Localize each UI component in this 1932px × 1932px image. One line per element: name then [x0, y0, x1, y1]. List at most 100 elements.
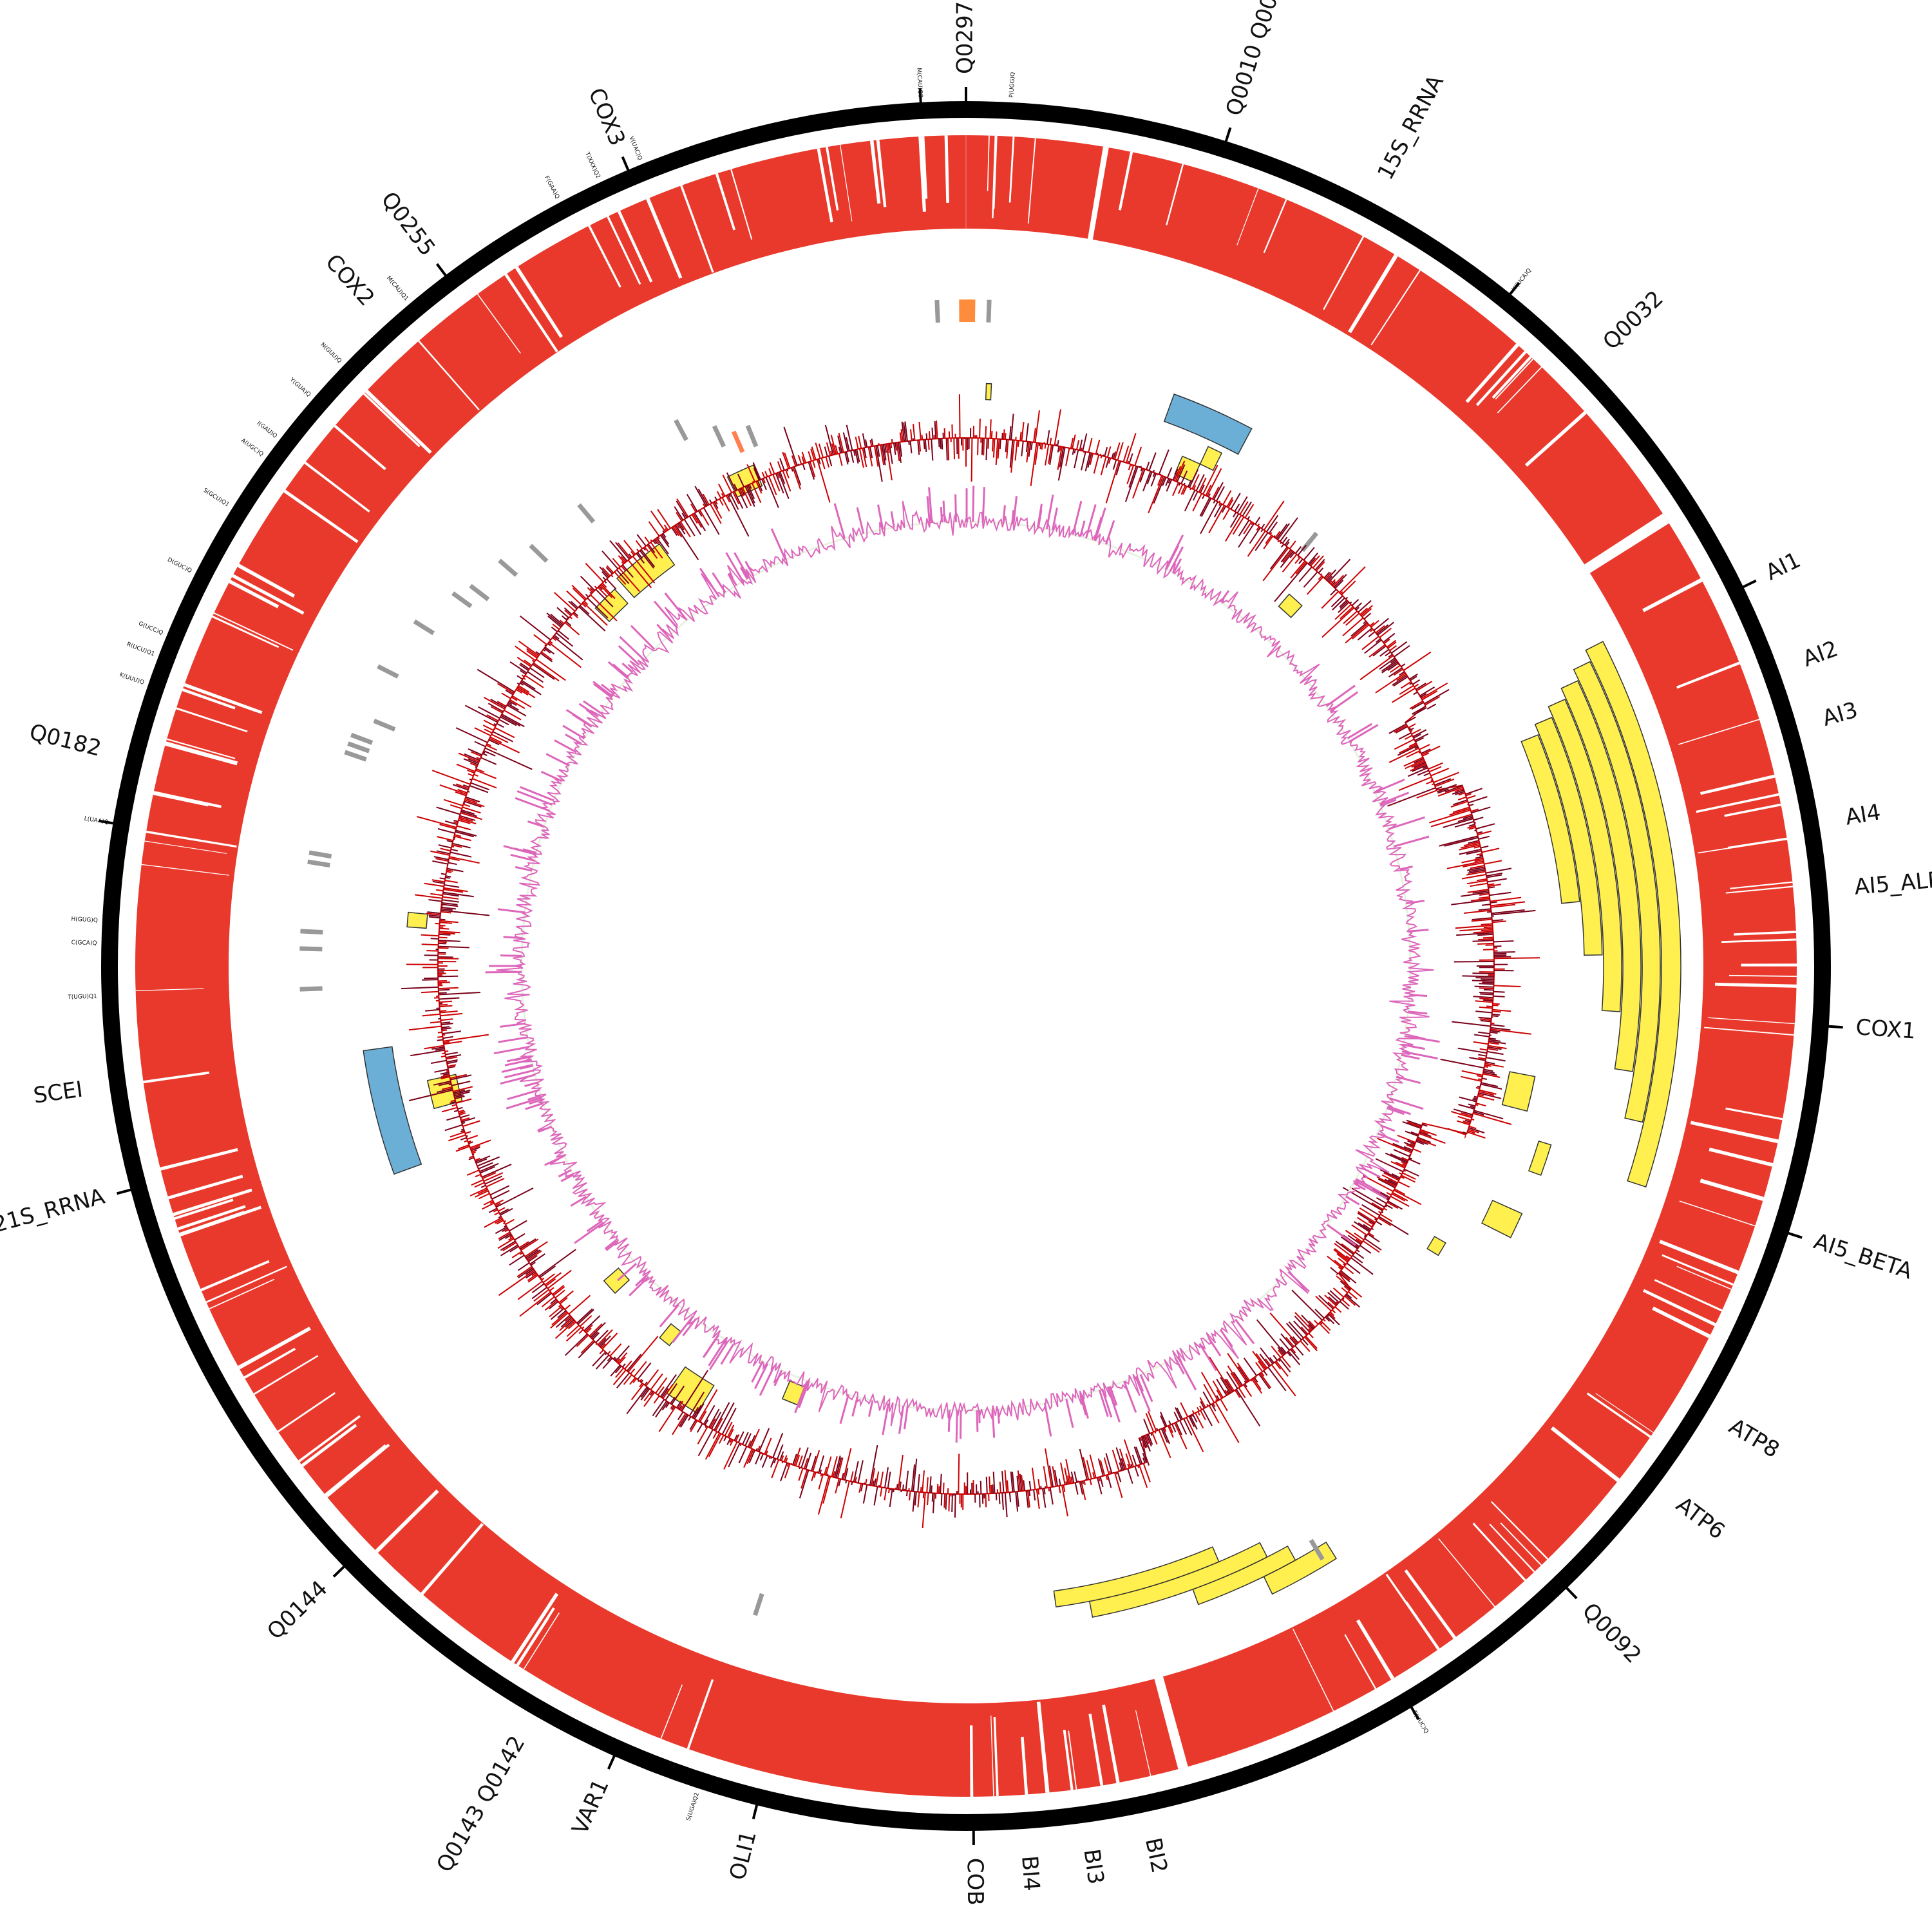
gc-spike: [463, 758, 478, 766]
gc-spike: [1142, 471, 1151, 491]
gc-spike: [462, 806, 481, 814]
gc-spike: [1112, 459, 1117, 470]
gc-spike: [1422, 1124, 1428, 1127]
gc-spike: [585, 1327, 592, 1334]
gc-spike: [533, 1289, 549, 1302]
gc-spike: [1399, 1172, 1403, 1175]
gc-spike: [1146, 471, 1153, 484]
trna-label: K(UUU)Q: [118, 672, 145, 686]
gc-spike: [1379, 649, 1390, 657]
gc-spike: [564, 609, 572, 616]
gc-spike: [637, 1379, 639, 1382]
gc-spike: [901, 421, 905, 442]
gc-spike: [1483, 949, 1494, 951]
gc-spike: [571, 585, 587, 600]
coverage-gap: [324, 1444, 387, 1497]
gc-spike: [1346, 1262, 1361, 1274]
gc-spike: [1381, 659, 1397, 672]
gc-spike: [1397, 744, 1418, 756]
coverage-gap: [238, 1327, 311, 1370]
gc-spike: [1373, 618, 1389, 631]
gc-spike: [909, 440, 913, 453]
gc-spike: [479, 1162, 499, 1173]
gc-spike: [612, 1356, 616, 1360]
gc-spike: [470, 782, 490, 791]
gc-spike: [1058, 1479, 1061, 1486]
gc-spike: [554, 633, 556, 635]
gc-spike: [497, 1238, 515, 1249]
coverage-gap: [1582, 513, 1669, 575]
gc-spike: [435, 922, 440, 925]
gc-spike: [1330, 1267, 1339, 1274]
gc-spike: [1451, 899, 1490, 905]
gc-spike: [1483, 1068, 1493, 1072]
skew-peak: [794, 1380, 808, 1414]
gc-spike: [1093, 455, 1100, 474]
gc-spike: [1325, 572, 1332, 580]
gc-spike: [1308, 1332, 1314, 1339]
gc-spike: [801, 451, 807, 464]
gc-spike: [1470, 897, 1490, 902]
gc-spike: [805, 1452, 812, 1470]
gc-spike: [1482, 1072, 1497, 1076]
gc-spike: [1341, 1243, 1355, 1254]
gc-spike: [1115, 1447, 1124, 1470]
gc-spike: [564, 607, 573, 615]
gc-spike: [710, 504, 722, 524]
gc-spike: [504, 1234, 512, 1239]
gc-spike: [460, 811, 477, 817]
trna-label: P(UGG)Q: [1009, 72, 1016, 99]
gc-spike: [797, 1455, 803, 1468]
gc-spike: [1031, 1467, 1036, 1490]
gc-spike: [460, 1114, 470, 1119]
gc-spike: [464, 797, 478, 804]
gc-spike: [723, 1441, 738, 1470]
gc-spike: [1378, 1216, 1409, 1235]
gc-spike: [1476, 853, 1482, 856]
skew-peak: [612, 663, 629, 678]
gc-spike: [475, 1173, 481, 1178]
gc-spike: [1010, 440, 1015, 473]
gc-spike: [509, 1220, 527, 1232]
gc-spike: [711, 1412, 722, 1430]
gc-spike: [1238, 520, 1250, 536]
gc-spike: [491, 1189, 510, 1200]
gc-spike: [449, 857, 460, 861]
gc-spike: [1454, 788, 1464, 793]
gc-spike: [505, 689, 514, 696]
gc-spike: [475, 1155, 491, 1162]
coverage-gap: [1293, 1629, 1334, 1712]
gc-skew-track: [485, 486, 1440, 1443]
gc-spike: [1049, 445, 1054, 465]
gc-spike: [1021, 1474, 1024, 1492]
gc-spike: [1010, 1472, 1014, 1492]
gc-spike: [565, 621, 572, 627]
gc-spike: [605, 567, 613, 574]
gc-spike: [442, 1036, 453, 1039]
gc-spike: [819, 1470, 822, 1474]
coverage-gap: [1652, 1306, 1710, 1338]
coverage-gap: [617, 211, 653, 283]
gc-spike: [1409, 673, 1418, 680]
gc-spike: [1473, 1112, 1512, 1125]
gc-spike: [1347, 1235, 1361, 1245]
gene-label: OLI1: [724, 1828, 762, 1883]
gc-spike: [450, 1099, 456, 1103]
gc-spike: [779, 1451, 784, 1461]
gc-spike: [1467, 825, 1475, 829]
trna-label: M(CAU)Q1: [385, 275, 410, 302]
gc-spike: [518, 1267, 533, 1279]
gc-spike: [778, 472, 790, 499]
gc-spike: [477, 1156, 500, 1167]
gc-spike: [921, 435, 923, 440]
gene-block: [1501, 1071, 1536, 1112]
gc-spike: [747, 484, 755, 499]
skew-peak: [601, 683, 615, 696]
gc-spike: [761, 1452, 762, 1455]
gc-spike: [1458, 792, 1465, 796]
gc-spike: [491, 734, 509, 743]
gc-spike: [820, 458, 826, 469]
gc-spike: [1277, 523, 1291, 540]
trna-mark: [934, 299, 940, 323]
gc-spike: [601, 1332, 618, 1350]
